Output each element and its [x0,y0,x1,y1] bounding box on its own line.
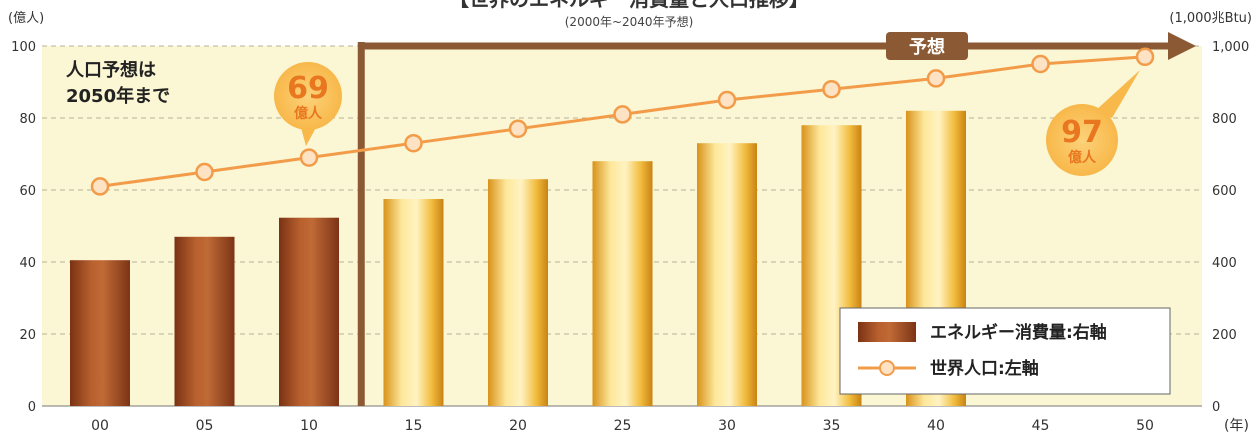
population-marker [510,121,526,137]
x-axis-ticks: 00 05 10 15 20 25 30 35 40 45 50 [91,418,1154,434]
x-unit-label: (年) [1224,418,1249,434]
population-marker [1137,49,1153,65]
x-tick-label: 10 [300,418,318,434]
callout-value: 69 [287,71,329,106]
x-tick-label: 35 [823,418,841,434]
left-tick-label: 20 [19,328,36,343]
callout-unit: 億人 [1068,149,1097,166]
population-marker [1033,56,1049,72]
population-marker [615,106,631,122]
legend-box [840,308,1170,394]
x-tick-label: 15 [405,418,423,434]
population-marker [301,150,317,166]
x-tick-label: 45 [1032,418,1050,434]
y-left-unit-label: (億人) [8,10,44,26]
x-tick-label: 40 [927,418,945,434]
left-tick-label: 60 [19,184,36,199]
right-tick-label: 800 [1212,112,1237,127]
chart-title: 【世界のエネルギー消費量と人口推移】 [449,0,809,11]
x-tick-label: 05 [196,418,214,434]
population-marker [197,164,213,180]
legend: エネルギー消費量:右軸 世界人口:左軸 [840,308,1170,394]
left-axis-ticks: 0 20 40 60 80 100 [11,40,36,415]
x-tick-label: 50 [1136,418,1154,434]
population-marker [719,92,735,108]
legend-swatch-energy [858,322,916,342]
energy-bar [697,143,757,406]
energy-bar [384,199,444,406]
energy-bar [70,260,130,406]
right-tick-label: 1,000 [1212,40,1249,55]
energy-bar [488,179,548,406]
callout-unit: 億人 [294,105,323,122]
left-tick-label: 40 [19,256,36,271]
left-tick-label: 100 [11,40,36,55]
population-marker [928,70,944,86]
population-marker [92,178,108,194]
left-tick-label: 0 [28,400,36,415]
population-marker [824,81,840,97]
x-tick-label: 00 [91,418,109,434]
energy-bar [593,161,653,406]
right-axis-ticks: 0 200 400 600 800 1,000 [1212,40,1249,415]
population-marker [406,135,422,151]
forecast-note-text: 2050年まで [66,85,170,107]
right-tick-label: 0 [1212,400,1220,415]
right-tick-label: 400 [1212,256,1237,271]
left-tick-label: 80 [19,112,36,127]
forecast-label: 予想 [909,36,945,58]
forecast-note-text: 人口予想は [66,59,156,81]
energy-bar [279,218,339,406]
right-tick-label: 600 [1212,184,1237,199]
legend-swatch-population-marker [880,361,894,375]
chart-subtitle: (2000年~2040年予想) [565,14,694,29]
x-tick-label: 25 [614,418,632,434]
y-right-unit-label: (1,000兆Btu) [1169,11,1252,26]
legend-label-population: 世界人口:左軸 [930,358,1039,379]
energy-bar [175,237,235,406]
right-tick-label: 200 [1212,328,1237,343]
x-tick-label: 30 [718,418,736,434]
legend-label-energy: エネルギー消費量:右軸 [930,322,1107,343]
callout-value: 97 [1061,115,1103,150]
x-tick-label: 20 [509,418,527,434]
